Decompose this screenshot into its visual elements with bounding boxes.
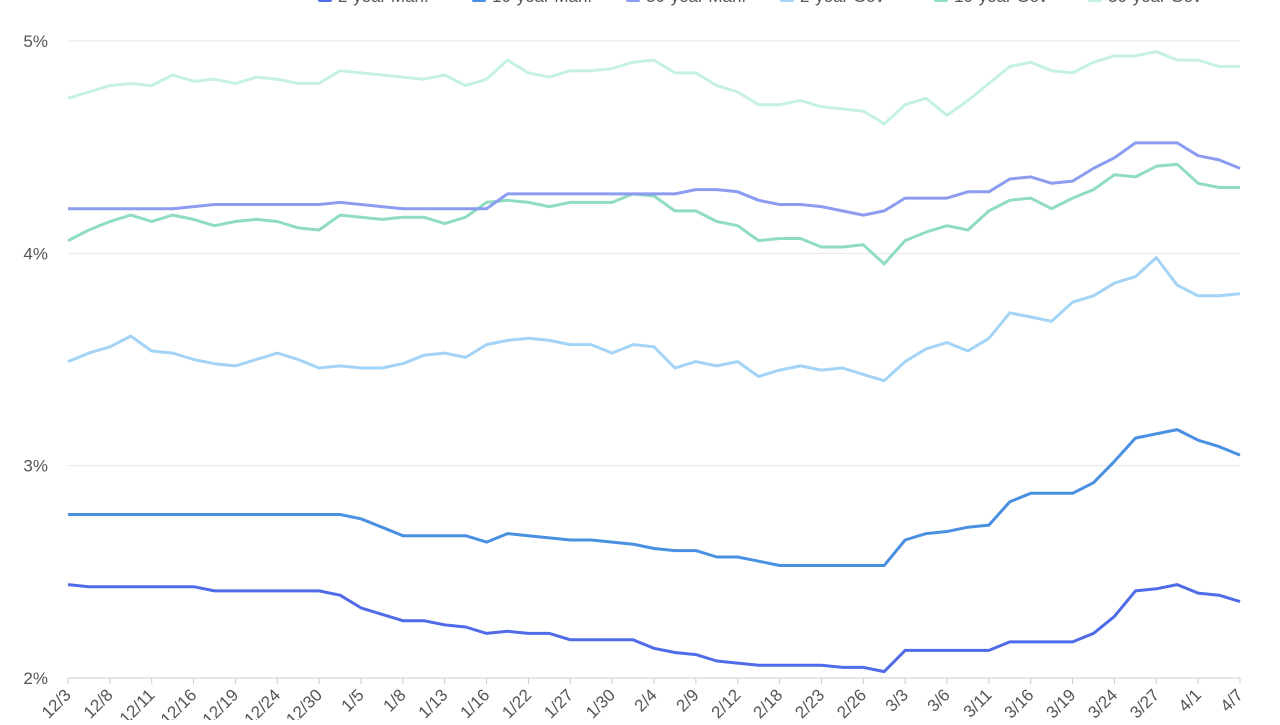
legend-label: 2-year Man. [338, 0, 429, 6]
x-tick-label: 1/22 [498, 685, 535, 720]
legend-label: 10-year Gov [954, 0, 1048, 6]
x-tick-label: 12/19 [199, 685, 243, 720]
series-line [68, 428, 1241, 567]
x-tick-label: 4/1 [1175, 685, 1205, 715]
x-tick-label: 12/24 [241, 685, 285, 720]
series-line [67, 256, 1241, 383]
y-tick-label: 4% [23, 244, 48, 263]
legend-label: 30-year Gov [1108, 0, 1202, 6]
x-tick-label: 12/8 [80, 685, 117, 720]
x-tick-label: 1/27 [540, 685, 577, 720]
x-tick-label: 3/6 [924, 685, 954, 715]
x-tick-label: 3/24 [1084, 685, 1121, 720]
x-tick-label: 2/12 [708, 685, 745, 720]
x-tick-label: 12/16 [157, 685, 201, 720]
x-tick-label: 3/27 [1126, 685, 1163, 720]
x-tick-label: 3/3 [882, 685, 912, 715]
legend-label: 2-year Gov [800, 0, 885, 6]
x-tick-label: 3/19 [1043, 685, 1080, 720]
x-tick-label: 2/18 [750, 685, 787, 720]
x-tick-label: 1/5 [338, 685, 368, 715]
x-tick-label: 2/4 [631, 685, 661, 715]
x-tick-label: 2/23 [791, 685, 828, 720]
series-line [68, 141, 1241, 217]
legend-swatch [934, 0, 948, 2]
legend-swatch [1088, 0, 1102, 2]
y-tick-label: 2% [23, 669, 48, 688]
x-tick-label: 1/16 [457, 685, 494, 720]
legend-label: 10-year Man. [492, 0, 592, 6]
legend-swatch [626, 0, 640, 2]
x-tick-label: 2/9 [673, 685, 703, 715]
x-tick-label: 12/11 [116, 685, 159, 720]
legend-swatch [780, 0, 794, 2]
x-tick-label: 12/3 [38, 685, 75, 720]
legend-swatch [472, 0, 486, 2]
x-tick-label: 2/26 [833, 685, 870, 720]
series-line [67, 50, 1240, 126]
legend-label: 30-year Man. [646, 0, 746, 6]
series-line [67, 583, 1241, 674]
x-tick-label: 3/11 [960, 685, 996, 720]
legend-swatch [318, 0, 332, 2]
x-tick-label: 4/7 [1217, 685, 1247, 715]
x-tick-label: 1/8 [380, 685, 410, 715]
x-tick-label: 1/13 [415, 685, 452, 720]
x-tick-label: 3/16 [1001, 685, 1038, 720]
series-line [67, 162, 1240, 266]
x-tick-label: 1/30 [582, 685, 619, 720]
y-tick-label: 5% [23, 32, 48, 51]
x-tick-label: 12/30 [282, 685, 326, 720]
y-tick-label: 3% [23, 457, 48, 476]
